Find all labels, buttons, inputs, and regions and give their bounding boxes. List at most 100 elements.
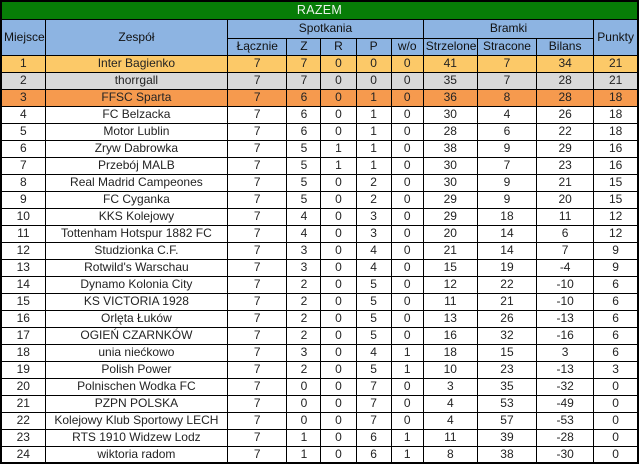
cell-walkover: 0 xyxy=(390,411,424,430)
table-row: 3 FFSC Sparta 7 6 0 1 0 36 8 28 18 xyxy=(0,88,639,107)
cell-scored: 15 xyxy=(422,258,478,277)
cell-total: 7 xyxy=(227,445,288,464)
cell-total: 7 xyxy=(227,241,288,260)
table-row: 14 Dynamo Kolonia City 7 2 0 5 0 12 22 -… xyxy=(0,275,639,294)
cell-place: 14 xyxy=(0,275,46,294)
cell-place: 20 xyxy=(0,377,46,396)
cell-conceded: 57 xyxy=(476,411,538,430)
col-header-total: Łącznie xyxy=(227,37,288,56)
cell-balance: 26 xyxy=(536,105,595,124)
cell-points: 16 xyxy=(593,156,639,175)
cell-scored: 41 xyxy=(422,54,478,73)
cell-points: 0 xyxy=(593,377,639,396)
header-group-row: Miejsce Zespół Spotkania Bramki Punkty xyxy=(0,18,639,56)
cell-losses: 4 xyxy=(355,258,392,277)
col-header-scored: Strzelone xyxy=(422,37,478,56)
table-row: 4 FC Belzacka 7 6 0 1 0 30 4 26 18 xyxy=(0,105,639,124)
cell-place: 16 xyxy=(0,309,46,328)
cell-scored: 35 xyxy=(422,71,478,90)
cell-losses: 5 xyxy=(355,360,392,379)
cell-points: 6 xyxy=(593,292,639,311)
cell-total: 7 xyxy=(227,411,288,430)
table-row: 11 Tottenham Hotspur 1882 FC 7 4 0 3 0 2… xyxy=(0,224,639,243)
cell-place: 22 xyxy=(0,411,46,430)
table-row: 5 Motor Lublin 7 6 0 1 0 28 6 22 18 xyxy=(0,122,639,141)
cell-draws: 0 xyxy=(320,377,357,396)
cell-total: 7 xyxy=(227,428,288,447)
cell-balance: 20 xyxy=(536,190,595,209)
table-row: 19 Polish Power 7 2 0 5 1 10 23 -13 3 xyxy=(0,360,639,379)
cell-team: thorrgall xyxy=(44,71,229,90)
cell-walkover: 1 xyxy=(390,445,424,464)
cell-total: 7 xyxy=(227,275,288,294)
cell-scored: 8 xyxy=(422,445,478,464)
cell-points: 18 xyxy=(593,122,639,141)
col-header-place: Miejsce xyxy=(0,18,46,56)
cell-team: FC Belzacka xyxy=(44,105,229,124)
cell-balance: 28 xyxy=(536,88,595,107)
cell-team: FFSC Sparta xyxy=(44,88,229,107)
cell-points: 0 xyxy=(593,411,639,430)
cell-conceded: 35 xyxy=(476,377,538,396)
cell-wins: 5 xyxy=(286,139,322,158)
cell-team: OGIEŃ CZARNKÓW xyxy=(44,326,229,345)
cell-total: 7 xyxy=(227,105,288,124)
cell-draws: 0 xyxy=(320,360,357,379)
cell-conceded: 7 xyxy=(476,54,538,73)
cell-balance: -13 xyxy=(536,309,595,328)
cell-scored: 28 xyxy=(422,122,478,141)
cell-team: Przebój MALB xyxy=(44,156,229,175)
cell-walkover: 0 xyxy=(390,88,424,107)
title-row: RAZEM xyxy=(0,0,639,20)
cell-draws: 0 xyxy=(320,428,357,447)
cell-wins: 5 xyxy=(286,156,322,175)
cell-losses: 3 xyxy=(355,207,392,226)
cell-walkover: 0 xyxy=(390,156,424,175)
cell-conceded: 7 xyxy=(476,71,538,90)
table-row: 24 wiktoria radom 7 1 0 6 1 8 38 -30 0 xyxy=(0,445,639,464)
cell-draws: 0 xyxy=(320,258,357,277)
cell-total: 7 xyxy=(227,71,288,90)
cell-points: 0 xyxy=(593,394,639,413)
cell-walkover: 0 xyxy=(390,241,424,260)
cell-place: 13 xyxy=(0,258,46,277)
cell-walkover: 0 xyxy=(390,173,424,192)
cell-team: PZPN POLSKA xyxy=(44,394,229,413)
cell-team: KKS Kolejowy xyxy=(44,207,229,226)
cell-place: 24 xyxy=(0,445,46,464)
cell-total: 7 xyxy=(227,343,288,362)
cell-total: 7 xyxy=(227,326,288,345)
cell-losses: 7 xyxy=(355,377,392,396)
col-header-walkover: w/o xyxy=(390,37,424,56)
cell-losses: 6 xyxy=(355,428,392,447)
cell-place: 7 xyxy=(0,156,46,175)
table-header: RAZEM Miejsce Zespół Spotkania Bramki Pu… xyxy=(0,0,639,56)
table-row: 15 KS VICTORIA 1928 7 2 0 5 0 11 21 -10 … xyxy=(0,292,639,311)
cell-points: 0 xyxy=(593,445,639,464)
table-row: 23 RTS 1910 Widzew Lodz 7 1 0 6 1 11 39 … xyxy=(0,428,639,447)
cell-conceded: 22 xyxy=(476,275,538,294)
cell-wins: 2 xyxy=(286,292,322,311)
cell-balance: 21 xyxy=(536,173,595,192)
cell-place: 4 xyxy=(0,105,46,124)
table-row: 21 PZPN POLSKA 7 0 0 7 0 4 53 -49 0 xyxy=(0,394,639,413)
cell-scored: 3 xyxy=(422,377,478,396)
cell-draws: 0 xyxy=(320,105,357,124)
cell-balance: -30 xyxy=(536,445,595,464)
cell-wins: 4 xyxy=(286,224,322,243)
table-row: 2 thorrgall 7 7 0 0 0 35 7 28 21 xyxy=(0,71,639,90)
table-row: 22 Kolejowy Klub Sportowy LECH 7 0 0 7 0… xyxy=(0,411,639,430)
cell-team: Dynamo Kolonia City xyxy=(44,275,229,294)
table-row: 8 Real Madrid Campeones 7 5 0 2 0 30 9 2… xyxy=(0,173,639,192)
cell-wins: 6 xyxy=(286,105,322,124)
table-row: 7 Przebój MALB 7 5 1 1 0 30 7 23 16 xyxy=(0,156,639,175)
cell-balance: 11 xyxy=(536,207,595,226)
cell-scored: 13 xyxy=(422,309,478,328)
cell-total: 7 xyxy=(227,190,288,209)
cell-wins: 0 xyxy=(286,394,322,413)
cell-conceded: 19 xyxy=(476,258,538,277)
cell-scored: 11 xyxy=(422,292,478,311)
cell-wins: 1 xyxy=(286,445,322,464)
cell-place: 9 xyxy=(0,190,46,209)
cell-losses: 7 xyxy=(355,394,392,413)
